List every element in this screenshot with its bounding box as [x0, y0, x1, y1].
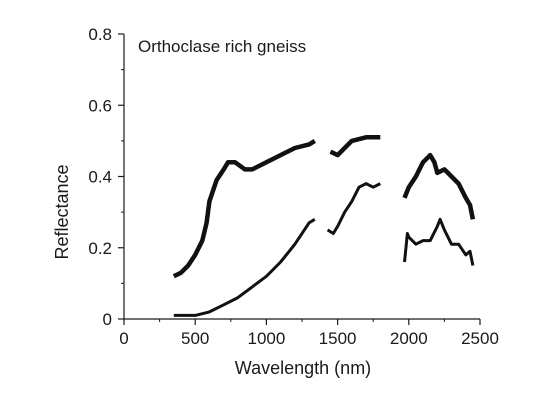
series-2-segment-2: [326, 182, 381, 235]
y-tick-label: 0.8: [88, 25, 112, 44]
y-tick-label: 0.2: [88, 239, 112, 258]
ticks: 0 500 1000 1500 2000 2500 0 0.2 0.4 0.6 0.8: [88, 25, 499, 348]
y-tick-label: 0.4: [88, 168, 112, 187]
series-2-segment-1: [173, 218, 316, 317]
x-tick-label: 1500: [319, 329, 357, 348]
series-2-segment-3: [403, 217, 475, 266]
plot-area: [172, 135, 476, 317]
series-1-segment-2: [329, 135, 381, 158]
y-tick-label: 0: [103, 310, 112, 329]
y-axis-title: Reflectance: [52, 164, 72, 259]
y-tick-label: 0.6: [88, 96, 112, 115]
series-1-segment-3: [402, 152, 476, 220]
x-tick-label: 500: [181, 329, 209, 348]
series-1-segment-1: [172, 138, 316, 279]
x-tick-label: 1000: [247, 329, 285, 348]
x-tick-label: 2500: [461, 329, 499, 348]
x-tick-label: 2000: [390, 329, 428, 348]
chart-annotation: Orthoclase rich gneiss: [138, 37, 306, 56]
x-axis-title: Wavelength (nm): [235, 358, 371, 378]
x-tick-label: 0: [119, 329, 128, 348]
